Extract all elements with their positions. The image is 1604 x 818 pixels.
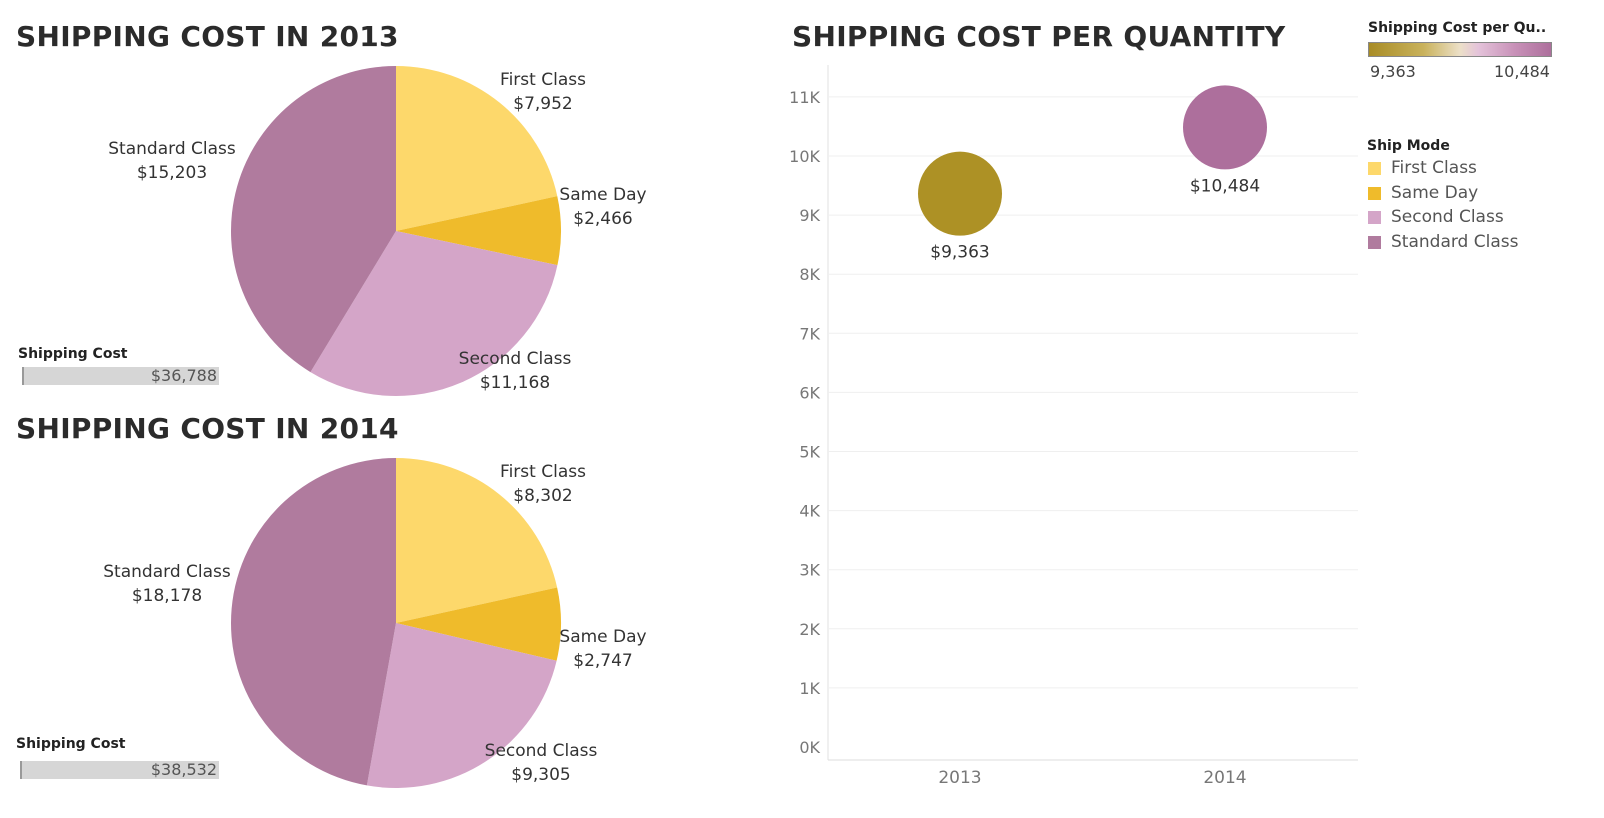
bubble-data-label: $10,484	[1190, 176, 1260, 196]
pie-2013-label-first-class: First Class $7,952	[500, 70, 586, 114]
legend-item-label: First Class	[1391, 158, 1477, 178]
x-tick-label: 2013	[938, 768, 981, 788]
pie-chart-2014	[231, 458, 562, 788]
y-tick-label: 2K	[799, 620, 820, 639]
legend-swatch	[1368, 161, 1381, 175]
x-tick-label: 2014	[1203, 768, 1246, 788]
y-tick-label: 8K	[799, 265, 820, 284]
bubble-data-label: $9,363	[930, 243, 989, 263]
pie-slice-second-class[interactable]	[310, 231, 558, 397]
gradient-legend-min: 9,363	[1370, 62, 1416, 81]
legend-item-label: Second Class	[1391, 207, 1504, 227]
pie-slice-second-class[interactable]	[366, 623, 557, 788]
legend-item-label: Same Day	[1391, 183, 1479, 203]
pie-2013-label-standard-class: Standard Class $15,203	[108, 139, 236, 183]
gradient-legend-max: 10,484	[1494, 62, 1550, 81]
pie-slice-standard-class[interactable]	[230, 65, 396, 373]
bubble-chart-title: SHIPPING COST PER QUANTITY	[792, 20, 1286, 53]
y-tick-label: 1K	[799, 679, 820, 698]
gradient-legend-bar	[1368, 42, 1552, 57]
pie-2013-total-bar: $36,788	[22, 367, 219, 385]
pie-2013-title: SHIPPING COST IN 2013	[16, 20, 399, 53]
pie-2014-total-label: Shipping Cost	[16, 736, 126, 752]
pie-2014-total-bar: $38,532	[20, 761, 219, 779]
legend-item-second-class[interactable]: Second Class	[1368, 206, 1504, 228]
gradient-legend-title: Shipping Cost per Qu..	[1368, 20, 1547, 36]
y-tick-label: 7K	[799, 324, 820, 343]
y-tick-label: 10K	[789, 147, 820, 166]
pie-slice-same-day[interactable]	[396, 196, 562, 266]
pie-2014-label-first-class: First Class $8,302	[500, 462, 586, 506]
pie-slice-same-day[interactable]	[396, 587, 562, 661]
pie-2013-total-label: Shipping Cost	[18, 346, 128, 362]
legend-item-label: Standard Class	[1391, 232, 1519, 252]
pie-slice-standard-class[interactable]	[231, 458, 396, 786]
legend-swatch	[1368, 186, 1381, 200]
pie-slice-first-class[interactable]	[396, 66, 558, 231]
y-tick-label: 9K	[799, 206, 820, 225]
y-tick-label: 11K	[789, 88, 820, 107]
bubble-2013[interactable]	[918, 151, 1002, 236]
pie-2014-label-same-day: Same Day $2,747	[559, 627, 647, 671]
legend-item-first-class[interactable]: First Class	[1368, 157, 1477, 179]
pie-2014-label-second-class: Second Class $9,305	[484, 741, 598, 785]
pie-2014-title: SHIPPING COST IN 2014	[16, 412, 399, 445]
pie-slice-first-class[interactable]	[396, 458, 558, 623]
y-tick-label: 0K	[799, 738, 820, 757]
y-tick-label: 5K	[799, 443, 820, 462]
y-tick-label: 4K	[799, 502, 820, 521]
y-tick-label: 6K	[799, 383, 820, 402]
pie-chart-2013	[230, 65, 562, 397]
legend-item-standard-class[interactable]: Standard Class	[1368, 231, 1518, 253]
bubble-chart: 0K 1K 2K 3K 4K 5K 6K 7K 8K 9K 10K 11K 2013 $9,363 2014…	[789, 65, 1358, 788]
pie-2013-label-second-class: Second Class $11,168	[458, 349, 572, 393]
pie-2014-label-standard-class: Standard Class $18,178	[103, 562, 231, 606]
legend-swatch	[1368, 210, 1381, 224]
legend-swatch	[1368, 235, 1381, 249]
ship-mode-legend-title: Ship Mode	[1367, 138, 1450, 154]
y-tick-label: 3K	[799, 561, 820, 580]
bubble-2014[interactable]	[1183, 85, 1267, 170]
pie-2013-label-same-day: Same Day $2,466	[559, 185, 647, 229]
legend-item-same-day[interactable]: Same Day	[1368, 182, 1478, 204]
